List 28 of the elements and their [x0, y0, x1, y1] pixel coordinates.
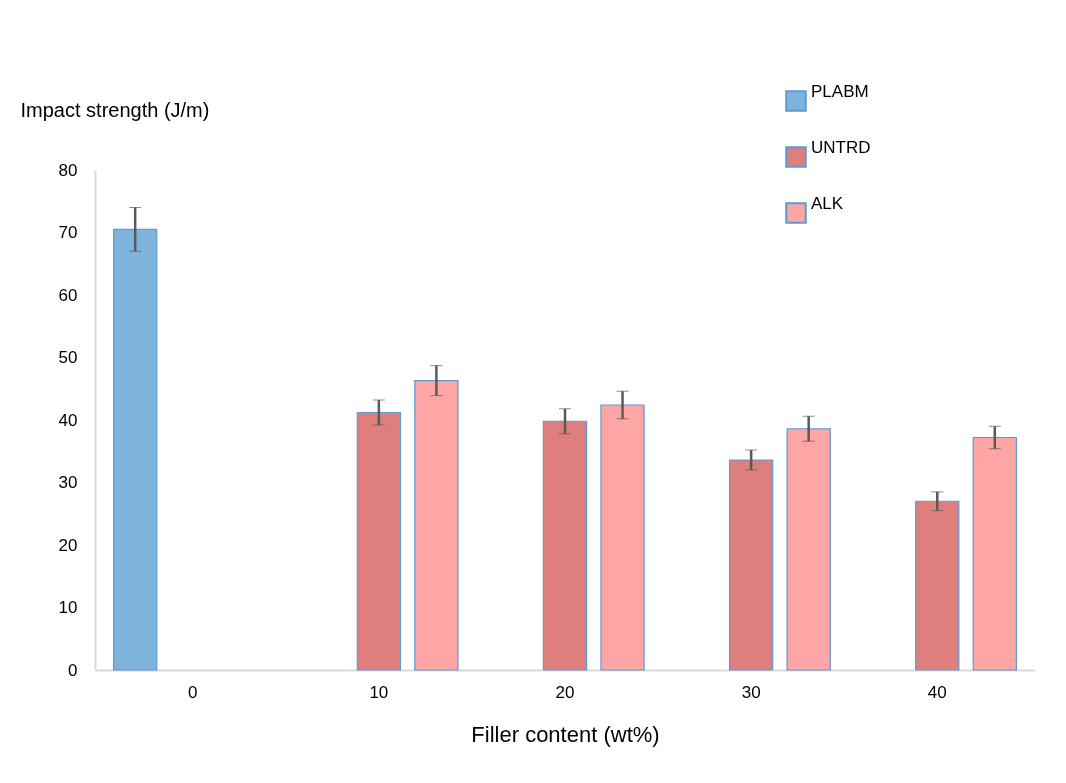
bar: [542, 420, 588, 671]
bar: [915, 500, 960, 671]
y-tick-label: 10: [58, 598, 78, 617]
x-tick-label: 30: [741, 682, 761, 702]
x-tick-label: 10: [369, 682, 389, 702]
bar: [414, 380, 459, 671]
x-tick-label: 20: [555, 682, 575, 702]
legend-label: UNTRD: [811, 138, 871, 157]
y-tick-label: 70: [58, 223, 78, 242]
bar: [356, 411, 402, 671]
y-tick-label: 0: [68, 660, 78, 680]
bar: [972, 436, 1017, 671]
y-axis-title: Impact strength (J/m): [20, 98, 210, 121]
y-tick-label: 80: [58, 160, 78, 180]
legend-label: ALK: [811, 194, 844, 213]
y-tick-label: 20: [58, 535, 78, 555]
bar: [600, 404, 645, 671]
x-axis-title: Filler content (wt%): [471, 721, 660, 747]
x-tick-label: 40: [927, 682, 947, 702]
y-tick-label: 60: [58, 285, 78, 305]
bar: [113, 228, 158, 671]
bar: [786, 428, 831, 671]
bar: [728, 459, 774, 671]
y-tick-label: 30: [58, 473, 78, 492]
legend-label: PLABM: [811, 82, 869, 101]
x-tick-label: 0: [187, 682, 198, 702]
y-tick-label: 50: [58, 348, 78, 367]
y-tick-label: 40: [58, 410, 78, 430]
